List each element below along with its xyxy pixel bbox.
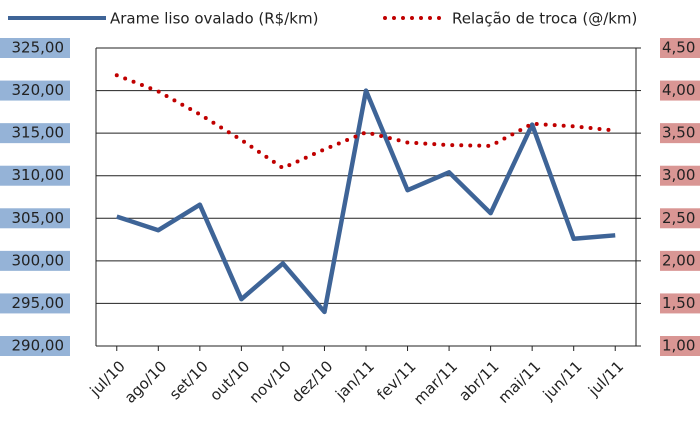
y-tick-box [0, 165, 70, 186]
x-tick-label: jun/11 [539, 357, 586, 404]
x-tick-label: mar/11 [410, 357, 461, 408]
x-tick-label: set/10 [166, 357, 212, 403]
x-tick-label: nov/10 [246, 357, 295, 406]
y2-tick-label: 4,00 [662, 81, 695, 99]
y-tick-label: 310,00 [12, 166, 65, 184]
x-tick-label: abr/11 [455, 357, 502, 404]
x-tick-label: out/10 [206, 357, 253, 404]
legend-label: Relação de troca (@/km) [452, 10, 637, 28]
x-tick-label: jul/11 [584, 357, 627, 400]
y2-tick-box [660, 165, 700, 186]
legend-label: Arame liso ovalado (R$/km) [110, 10, 318, 28]
y-tick-label: 325,00 [12, 39, 65, 57]
y2-tick-label: 2,00 [662, 251, 695, 269]
x-tick-label: mai/11 [495, 357, 545, 407]
y2-tick-label: 1,50 [662, 294, 695, 312]
series-line [116, 88, 616, 315]
y-tick-label: 305,00 [12, 209, 65, 227]
x-tick-label: dez/10 [288, 357, 337, 406]
y2-tick-box [660, 208, 700, 229]
y-tick-label: 315,00 [12, 124, 65, 142]
y2-tick-label: 1,00 [662, 337, 695, 355]
y2-tick-label: 3,00 [662, 166, 695, 184]
y-tick-box [0, 38, 70, 58]
y-tick-label: 320,00 [12, 81, 65, 99]
y2-tick-box [660, 250, 700, 271]
y2-tick-box [660, 293, 700, 314]
y2-tick-box [660, 80, 700, 101]
y-tick-box [0, 336, 70, 356]
y-tick-label: 300,00 [12, 251, 65, 269]
y2-tick-label: 4,50 [662, 39, 695, 57]
x-tick-label: jan/11 [331, 357, 378, 404]
y-tick-box [0, 250, 70, 271]
y2-tick-label: 3,50 [662, 124, 695, 142]
y-tick-box [0, 123, 70, 144]
y2-tick-box [660, 38, 700, 58]
y2-tick-label: 2,50 [662, 209, 695, 227]
y2-tick-box [660, 336, 700, 356]
y-tick-label: 295,00 [12, 294, 65, 312]
y-tick-label: 290,00 [12, 337, 65, 355]
x-tick-label: ago/10 [121, 357, 171, 407]
y-tick-box [0, 80, 70, 101]
y-tick-box [0, 208, 70, 229]
y-tick-box [0, 293, 70, 314]
y2-tick-box [660, 123, 700, 144]
